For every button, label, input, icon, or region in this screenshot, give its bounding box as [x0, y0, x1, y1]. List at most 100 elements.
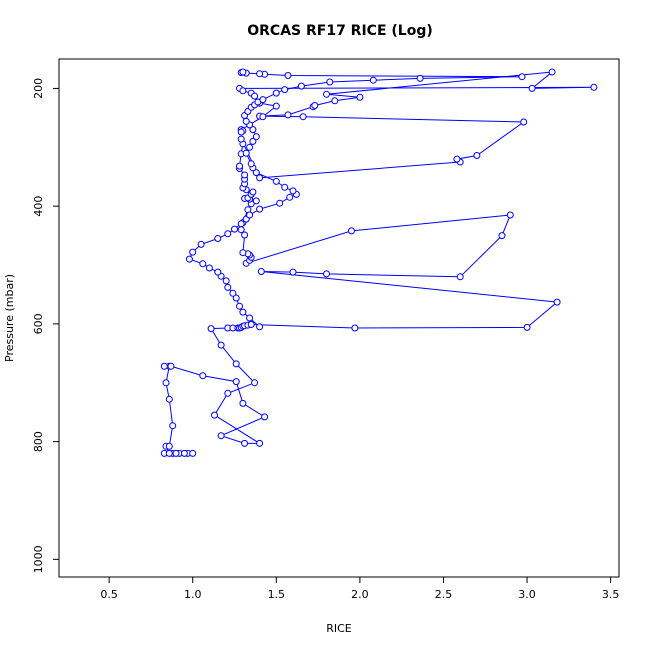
- data-point: [348, 227, 355, 235]
- data-point: [286, 193, 294, 201]
- data-point: [284, 72, 292, 79]
- data-point: [249, 137, 257, 145]
- data-point: [180, 449, 188, 457]
- y-axis-label: Pressure (mbar): [3, 274, 16, 362]
- series-line-2: [188, 71, 523, 328]
- data-point: [523, 323, 531, 331]
- series-layer: [160, 68, 598, 457]
- data-point: [167, 362, 175, 370]
- data-point: [242, 149, 250, 157]
- data-point: [214, 268, 222, 276]
- data-point: [224, 283, 232, 291]
- data-point: [236, 302, 243, 310]
- data-point: [281, 86, 289, 94]
- data-point: [252, 169, 260, 177]
- data-point: [456, 273, 464, 281]
- data-point: [249, 188, 257, 196]
- data-point: [256, 205, 264, 213]
- data-point: [165, 395, 173, 403]
- data-point: [205, 264, 213, 272]
- data-point: [251, 379, 259, 387]
- data-point: [211, 411, 218, 419]
- data-point: [224, 389, 232, 397]
- data-point: [241, 171, 249, 179]
- y-tick-label: 800: [32, 431, 45, 452]
- data-point: [232, 360, 240, 368]
- data-point: [169, 422, 177, 430]
- data-point: [256, 174, 264, 182]
- data-point: [197, 240, 205, 248]
- data-point: [252, 197, 260, 205]
- data-point: [165, 442, 173, 450]
- data-point: [528, 84, 536, 92]
- data-point: [241, 231, 249, 239]
- data-point: [224, 230, 232, 238]
- data-point: [416, 74, 424, 82]
- data-point: [498, 232, 506, 240]
- data-point: [257, 268, 265, 275]
- data-point: [242, 117, 250, 125]
- data-point: [237, 220, 245, 228]
- chart-title: ORCAS RF17 RICE (Log): [247, 23, 433, 39]
- data-point: [284, 111, 292, 119]
- data-point: [165, 449, 173, 457]
- data-point: [239, 308, 247, 316]
- y-axis: 200 400 600 800 1000: [32, 78, 59, 573]
- data-point: [297, 82, 305, 90]
- data-point: [189, 449, 197, 457]
- data-point: [369, 76, 377, 84]
- data-point: [249, 126, 257, 134]
- x-tick-label: 1.5: [268, 588, 286, 601]
- data-point: [160, 362, 168, 370]
- y-tick-label: 200: [32, 78, 45, 99]
- data-point: [241, 439, 249, 447]
- y-tick-label: 400: [32, 196, 45, 217]
- data-point: [239, 68, 247, 76]
- data-point: [323, 90, 330, 98]
- data-point: [185, 255, 193, 263]
- data-point: [272, 177, 280, 185]
- data-point: [217, 341, 225, 349]
- data-point: [553, 298, 561, 306]
- x-axis-label: RICE: [326, 622, 352, 635]
- data-point: [251, 92, 259, 100]
- data-point: [217, 432, 225, 440]
- x-tick-label: 3.5: [602, 588, 620, 601]
- data-point: [548, 68, 556, 76]
- data-point: [162, 379, 170, 387]
- data-point: [189, 248, 197, 256]
- data-point: [247, 321, 255, 328]
- data-point: [506, 211, 514, 219]
- data-point: [356, 93, 364, 101]
- data-point: [259, 96, 267, 104]
- data-point: [259, 113, 267, 121]
- data-point: [256, 70, 264, 78]
- data-point: [239, 87, 247, 95]
- x-tick-label: 1.0: [184, 588, 202, 601]
- y-tick-label: 1000: [32, 545, 45, 573]
- data-point: [518, 73, 526, 81]
- data-point: [199, 260, 207, 268]
- x-tick-label: 2.0: [351, 588, 369, 601]
- data-point: [247, 160, 255, 168]
- data-point: [311, 102, 319, 109]
- data-point: [272, 102, 280, 110]
- data-point: [256, 439, 264, 447]
- data-point: [232, 294, 240, 302]
- data-point: [326, 78, 334, 86]
- data-point: [222, 277, 230, 285]
- x-tick-label: 2.5: [435, 588, 453, 601]
- data-point: [520, 118, 528, 126]
- data-point: [256, 323, 264, 331]
- data-point: [237, 128, 245, 136]
- y-tick-label: 600: [32, 313, 45, 334]
- data-point: [299, 113, 307, 121]
- plot-frame: [58, 58, 620, 578]
- data-point: [453, 155, 461, 163]
- data-point: [199, 372, 207, 380]
- data-point: [246, 143, 254, 151]
- data-point: [272, 89, 280, 97]
- data-point: [261, 413, 269, 421]
- data-point: [237, 135, 245, 143]
